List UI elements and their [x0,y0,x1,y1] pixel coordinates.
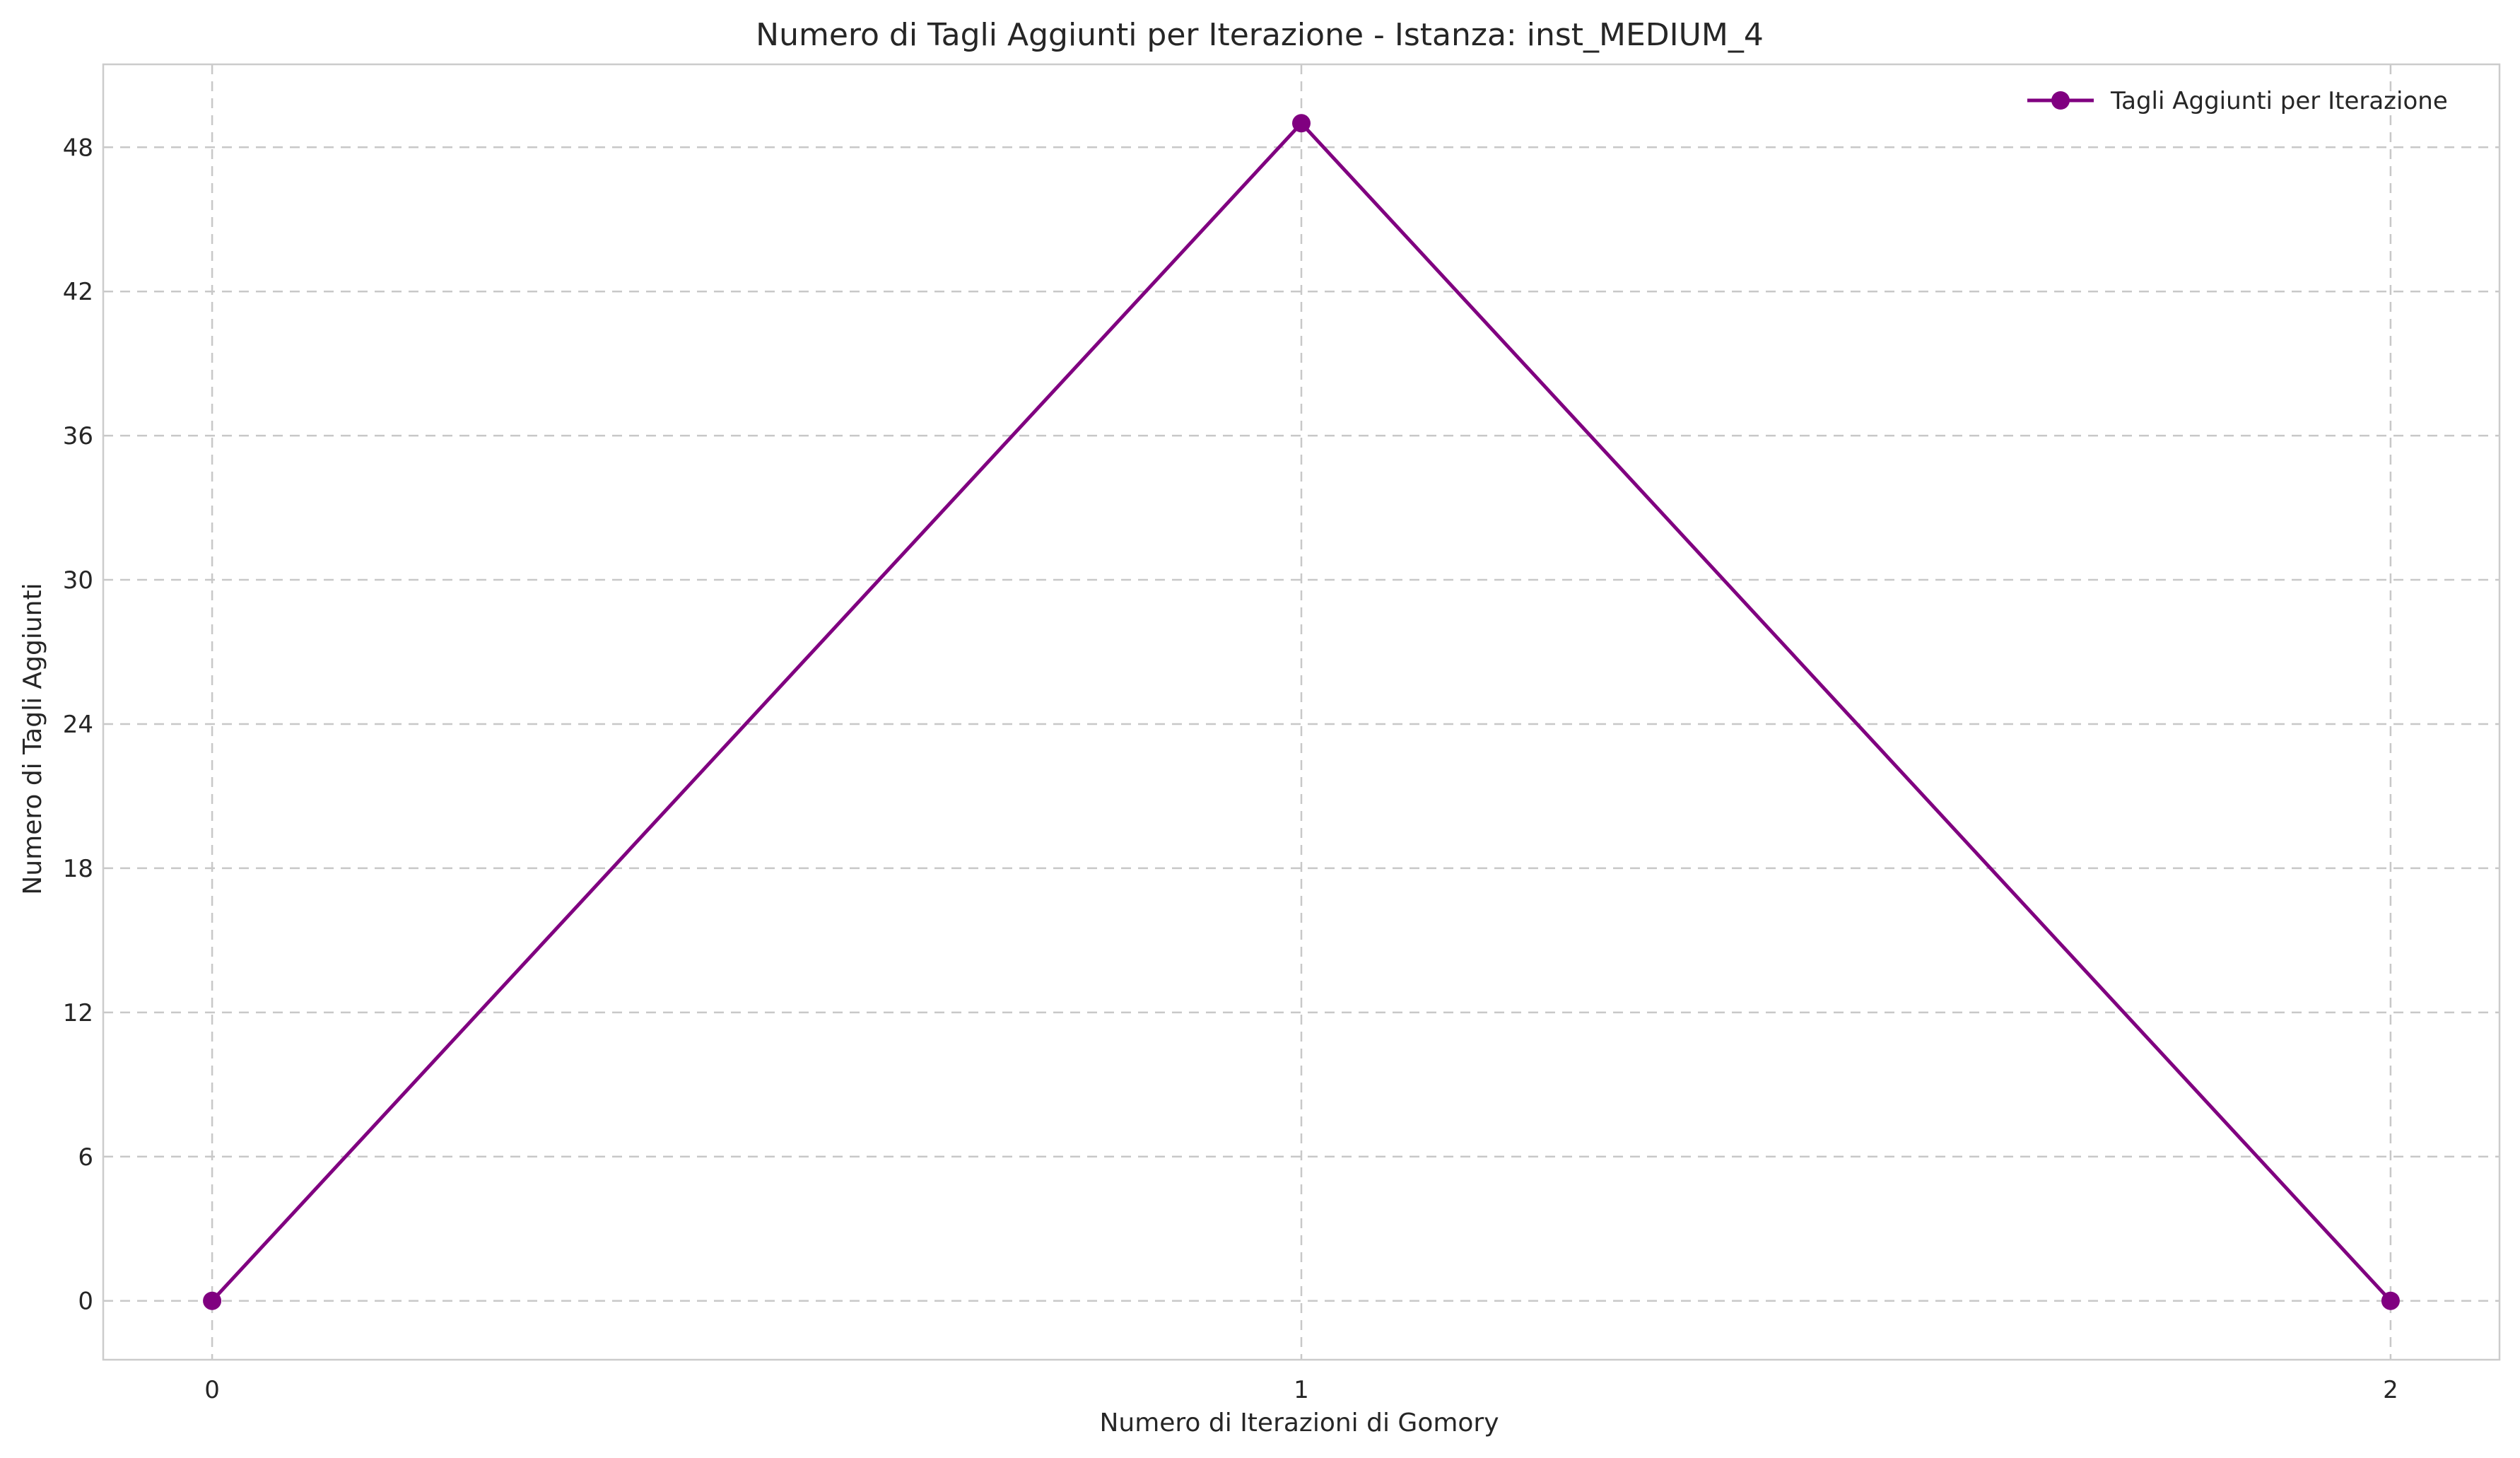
x-tick-label: 2 [2383,1376,2398,1404]
x-tick-label: 1 [1294,1376,1309,1404]
y-tick-label: 6 [78,1143,93,1172]
y-tick-label: 18 [63,855,93,883]
y-tick-label: 24 [63,711,93,739]
y-axis-label: Numero di Tagli Aggiunti [18,583,47,894]
y-tick-label: 48 [63,134,93,162]
y-tick-label: 12 [63,999,93,1027]
data-point [203,1291,222,1310]
data-point [1292,114,1311,133]
grid [103,64,2500,1360]
legend-marker-swatch [2051,91,2070,110]
legend: Tagli Aggiunti per Iterazione [2027,87,2448,115]
legend-entry: Tagli Aggiunti per Iterazione [2110,87,2448,115]
x-axis-label: Numero di Iterazioni di Gomory [1099,1409,1499,1437]
plot-frame [102,63,2501,1361]
y-tick-label: 42 [63,278,93,306]
data-point [2381,1291,2400,1310]
series-layer [203,114,2400,1310]
y-tick-label: 0 [78,1288,93,1316]
y-tick-label: 30 [63,566,93,595]
y-tick-label: 36 [63,422,93,450]
chart-title: Numero di Tagli Aggiunti per Iterazione … [756,17,1764,53]
x-tick-label: 0 [204,1376,220,1404]
